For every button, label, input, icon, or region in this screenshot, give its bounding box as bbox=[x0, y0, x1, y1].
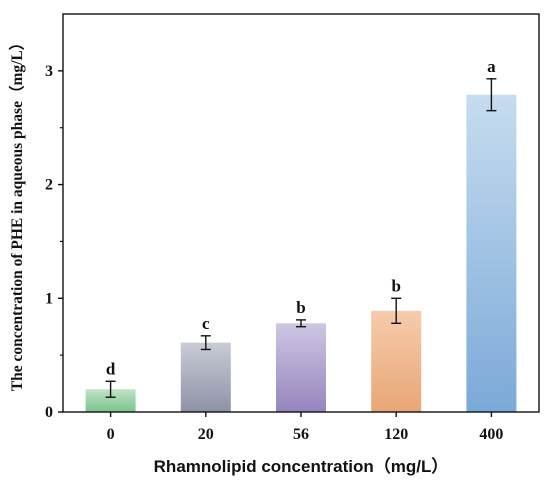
error-bar-20 bbox=[200, 335, 211, 351]
error-bar-400 bbox=[486, 78, 497, 112]
bar-400 bbox=[466, 94, 517, 412]
y-tick-label-3: 3 bbox=[45, 63, 53, 80]
bar-120 bbox=[371, 310, 422, 412]
x-tick-label-56: 56 bbox=[293, 426, 309, 443]
y-tick-label-1: 1 bbox=[45, 290, 53, 307]
significance-label-400: a bbox=[487, 57, 496, 76]
error-bar-56 bbox=[296, 319, 306, 328]
x-axis-title: Rhamnolipid concentration（mg/L） bbox=[154, 456, 449, 476]
x-tick-label-0: 0 bbox=[107, 426, 115, 443]
bar-0 bbox=[85, 389, 136, 412]
bar-20 bbox=[180, 342, 231, 412]
bars-layer: d c b b a bbox=[85, 57, 517, 412]
bar-56 bbox=[276, 323, 326, 412]
significance-label-20: c bbox=[202, 314, 210, 333]
y-tick-label-2: 2 bbox=[45, 177, 53, 194]
significance-label-120: b bbox=[391, 276, 400, 295]
significance-label-0: d bbox=[106, 359, 116, 378]
error-bar-0 bbox=[105, 380, 116, 398]
x-tick-label-400: 400 bbox=[479, 426, 503, 443]
x-tick-label-120: 120 bbox=[384, 426, 408, 443]
y-axis-title: The concentration of PHE in aqueous phas… bbox=[8, 35, 26, 392]
y-tick-label-0: 0 bbox=[45, 404, 53, 421]
significance-label-56: b bbox=[296, 298, 305, 317]
ticks-layer: 0 20 56 120 400 0 1 2 3 bbox=[45, 63, 503, 443]
error-bar-120 bbox=[391, 297, 402, 325]
x-tick-label-20: 20 bbox=[198, 426, 214, 443]
